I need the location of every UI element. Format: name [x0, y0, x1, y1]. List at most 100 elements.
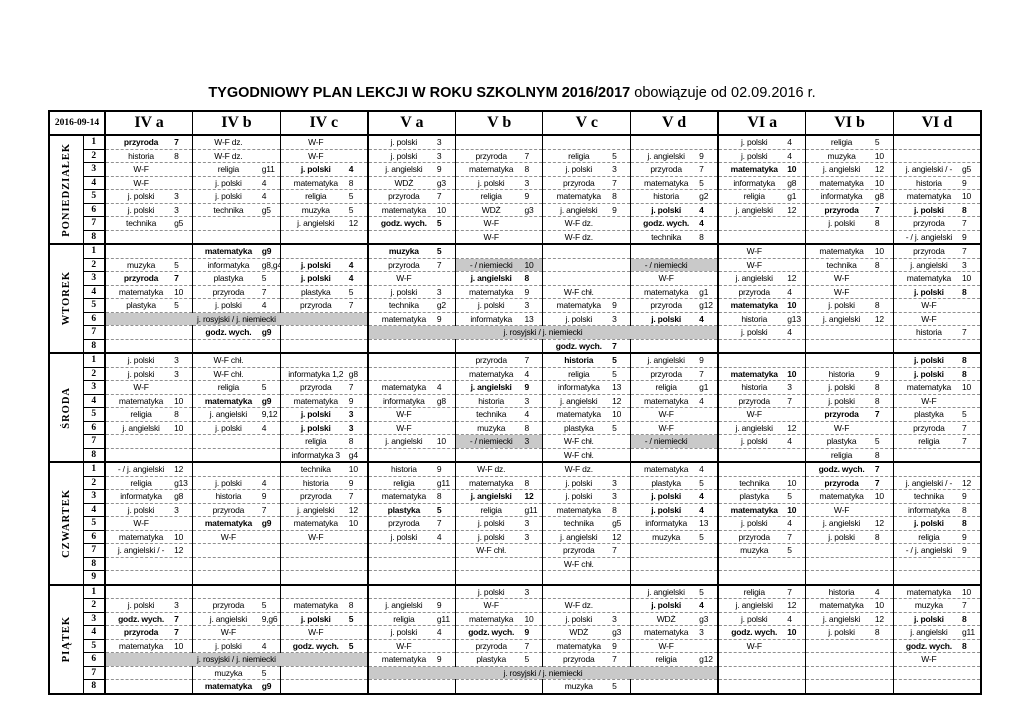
- subject-label: W-F: [483, 231, 499, 242]
- lesson-cell: j. polski 8: [805, 625, 894, 640]
- room-label: g11: [436, 613, 450, 624]
- lesson-cell-content: technika g2: [369, 300, 455, 310]
- empty-cell: [805, 339, 894, 354]
- subject-label: W-F chł.: [563, 436, 594, 447]
- lesson-cell: przyroda 7: [630, 367, 720, 381]
- lesson-cell: przyroda 7: [105, 271, 194, 286]
- room-label: 7: [961, 600, 967, 611]
- room-label: 3: [174, 355, 179, 366]
- empty-cell: [280, 325, 369, 340]
- lesson-cell-content: W-F: [281, 137, 366, 147]
- lesson-cell-content: j. polski 8: [894, 205, 980, 215]
- empty-cell: [192, 570, 281, 586]
- room-label: 4: [787, 286, 792, 297]
- lesson-cell: religia 8: [105, 407, 194, 422]
- lesson-cell: j. polski 3: [105, 203, 194, 217]
- lesson-cell: j. polski 4: [192, 176, 281, 190]
- lesson-cell: religia g11: [367, 476, 456, 490]
- lesson-row: ŚRODA 1 j. polski 3 W-F chł. przyroda 7 histori…: [49, 352, 982, 463]
- empty-cell: [542, 258, 632, 272]
- lesson-cell: przyroda 7: [805, 407, 894, 422]
- room-label: 5: [261, 382, 267, 393]
- lesson-cell-content: informatyka g8: [719, 178, 805, 188]
- room-label: 7: [787, 531, 792, 542]
- subject-label: j. polski: [127, 204, 155, 215]
- class-header: IV b: [192, 111, 281, 136]
- lesson-cell: j. angielski 8: [455, 271, 544, 286]
- room-label: 8: [524, 477, 530, 488]
- subject-label: matematyka: [730, 368, 778, 379]
- room-label: 9: [961, 545, 967, 556]
- lesson-cell-content: W-F: [281, 627, 366, 637]
- room-label: 7: [348, 300, 354, 311]
- empty-cell: [542, 584, 632, 599]
- subject-label: matematyka: [643, 177, 689, 188]
- lesson-cell: religia g12: [630, 652, 720, 667]
- lesson-cell-content: j. angielski 9,g6: [193, 614, 279, 624]
- subject-label: W-F: [396, 422, 412, 433]
- lesson-row: CZWARTEK 1 - / j. angielski 12 technika 10 his…: [49, 461, 982, 586]
- merged-lesson-cell: j. rosyjski / j. niemiecki: [367, 325, 720, 340]
- lesson-cell: j. polski 3: [455, 584, 544, 599]
- class-header: IV a: [105, 111, 194, 136]
- lesson-cell: godz. wych. 7: [805, 462, 894, 477]
- subject-label: religia: [568, 150, 590, 161]
- lesson-cell-content: j. angielski 12: [281, 505, 366, 515]
- lesson-cell-content: religia g11: [369, 614, 455, 624]
- lesson-cell-content: matematyka 9: [543, 300, 629, 310]
- room-label: 9: [524, 382, 530, 393]
- lesson-row: 6 j. rosyjski / j. niemiecki matematyka 9 in…: [49, 311, 982, 326]
- lesson-cell-content: matematyka g9: [193, 681, 279, 691]
- class-header: V d: [630, 111, 720, 136]
- room-label: g8: [348, 368, 358, 379]
- lesson-row: WTOREK 1 matematyka g9 muzyka 5 W-F matematyka 1…: [49, 243, 982, 354]
- room-label: 4: [436, 531, 442, 542]
- subject-label: religia: [655, 382, 677, 393]
- room-label: 3: [174, 191, 179, 202]
- lesson-cell-content: j. angielski 9: [456, 382, 542, 393]
- room-label: 7: [961, 422, 967, 433]
- lesson-cell: matematyka 8: [455, 162, 544, 177]
- room-label: 5: [174, 259, 179, 270]
- room-label: 8: [436, 491, 442, 502]
- empty-cell: [105, 679, 194, 695]
- room-label: 10: [961, 382, 972, 393]
- room-label: 5: [436, 246, 442, 257]
- lesson-cell: matematyka g9: [192, 244, 281, 259]
- subject-label: muzyka: [740, 545, 769, 556]
- lesson-cell-content: plastyka 5: [631, 478, 716, 488]
- lesson-cell: W-F: [718, 407, 807, 422]
- lesson-cell-content: matematyka 4: [631, 464, 716, 474]
- lesson-cell-content: godz. wych. 7: [806, 464, 892, 474]
- subject-label: przyroda: [300, 382, 332, 393]
- lesson-cell-content: W-F dz.: [543, 600, 629, 610]
- lesson-cell: j. angielski 9: [455, 380, 544, 395]
- empty-cell: [718, 462, 807, 477]
- room-label: 8: [524, 422, 530, 433]
- room-label: 5: [699, 177, 704, 188]
- lesson-cell-content: matematyka 9: [543, 641, 629, 651]
- subject-label: j. angielski: [822, 164, 861, 175]
- lesson-cell: religia 5: [542, 367, 632, 381]
- room-label: 5: [612, 368, 617, 379]
- lesson-cell: W-F: [367, 271, 456, 286]
- lesson-cell-content: j. polski 8: [894, 518, 980, 528]
- lesson-cell-content: muzyka 5: [369, 246, 455, 256]
- subject-label: W-F: [921, 654, 937, 665]
- room-label: 9: [612, 204, 617, 215]
- lesson-cell-content: historia 8: [106, 151, 192, 161]
- lesson-cell: informatyka g8,g4,13: [192, 258, 281, 272]
- lesson-row: 4 matematyka 10 przyroda 7 plastyka 5 j. polski…: [49, 284, 982, 299]
- room-label: 7: [524, 150, 530, 161]
- room-label: 10: [787, 300, 797, 311]
- subject-label: matematyka: [118, 531, 164, 542]
- empty-cell: [718, 230, 807, 245]
- room-label: 8: [174, 150, 179, 161]
- lesson-cell: j. polski 5: [280, 612, 369, 626]
- subject-label: W-F: [658, 273, 674, 284]
- lesson-cell: j. polski 3: [542, 312, 632, 326]
- lesson-cell-content: matematyka g9: [193, 396, 279, 406]
- lesson-cell: W-F chł.: [542, 448, 632, 463]
- subject-label: matematyka: [204, 246, 252, 257]
- room-label: 4: [699, 504, 704, 515]
